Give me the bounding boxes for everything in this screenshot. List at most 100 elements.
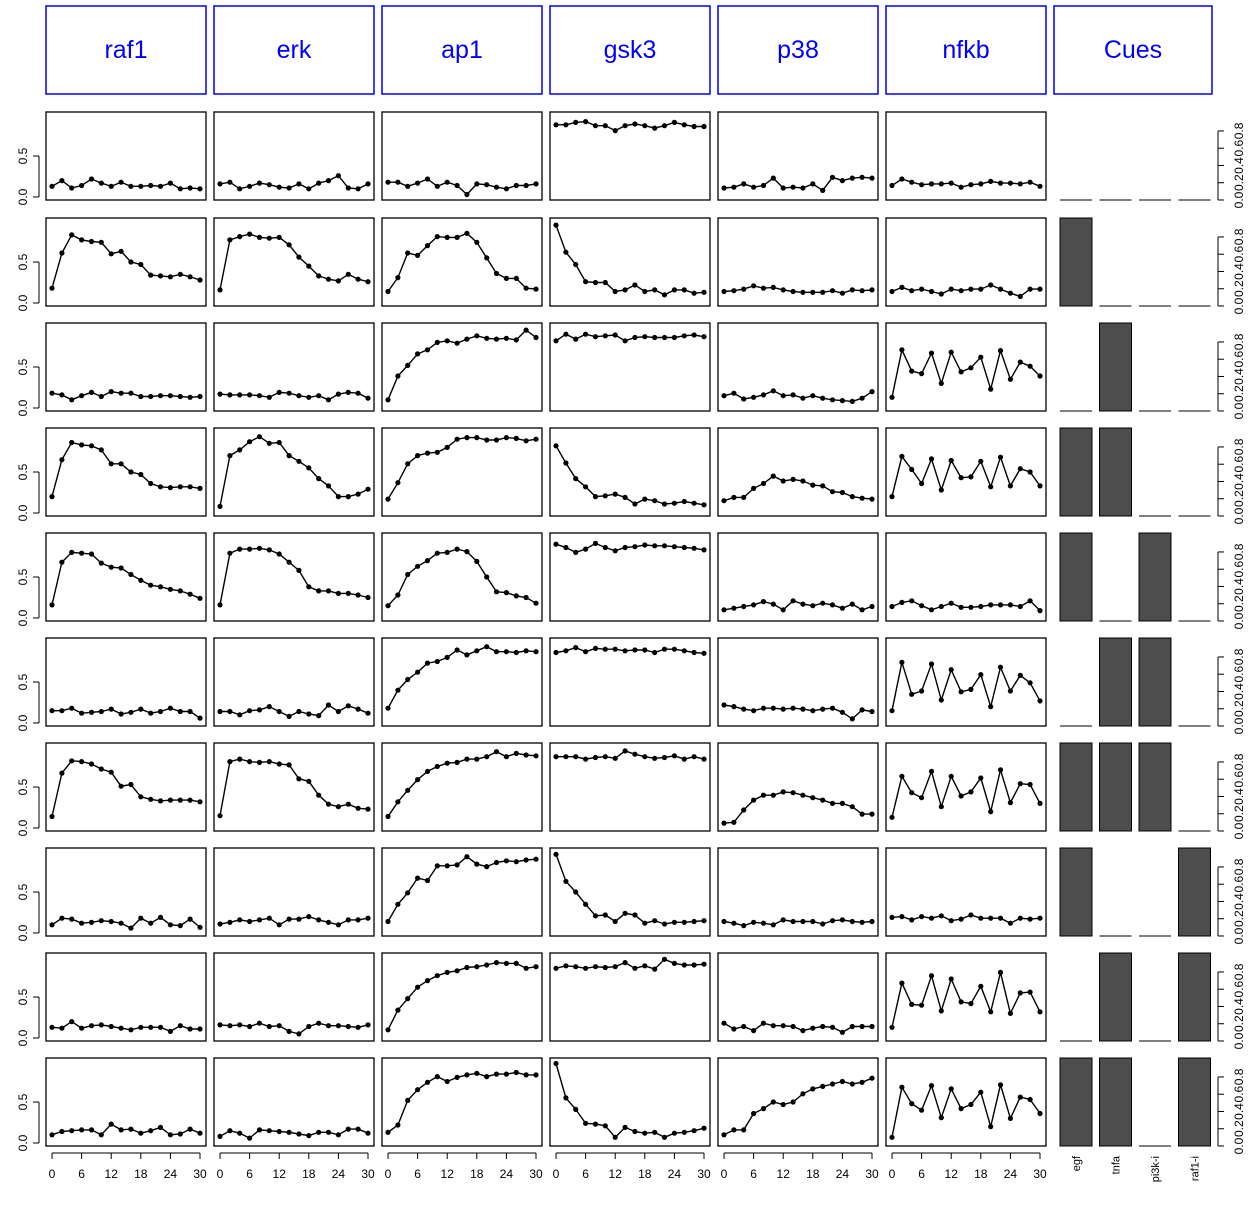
data-point	[405, 1097, 411, 1103]
data-point	[148, 182, 154, 189]
data-point	[899, 1084, 905, 1090]
data-point	[919, 182, 925, 188]
data-point	[256, 234, 263, 240]
data-point	[533, 436, 539, 442]
panel-r1-erk	[213, 111, 375, 201]
panel-r4-nfkb	[885, 427, 1047, 517]
data-point	[513, 182, 519, 189]
panel-frame	[885, 217, 1047, 307]
data-point	[335, 590, 341, 597]
panel-r2-erk	[213, 217, 375, 307]
data-point	[128, 781, 134, 788]
data-point	[602, 333, 608, 339]
data-point	[415, 563, 421, 569]
y-axis-left-r6: 0.0 0.5	[16, 673, 40, 731]
data-point	[434, 449, 440, 455]
data-point	[948, 1086, 954, 1092]
data-point	[138, 393, 144, 400]
data-point	[306, 584, 312, 590]
series-line-gsk3	[555, 958, 705, 970]
data-point	[751, 184, 757, 190]
data-point	[88, 389, 95, 395]
data-point	[256, 180, 263, 186]
data-point	[760, 792, 767, 798]
data-point	[829, 918, 836, 924]
data-point	[691, 290, 697, 296]
data-point	[583, 279, 589, 285]
y-tick-label: 0.2	[1232, 595, 1246, 612]
data-point	[424, 450, 431, 456]
data-point	[365, 395, 371, 401]
data-point	[652, 498, 658, 504]
panel-r3-erk	[213, 322, 375, 412]
data-point	[652, 1129, 658, 1135]
data-point	[780, 478, 786, 484]
data-point	[424, 243, 431, 249]
header-box-gsk3	[549, 5, 711, 95]
data-point	[493, 589, 500, 595]
data-point	[148, 1128, 154, 1134]
data-point	[187, 916, 193, 922]
y-tick-label: 0.4	[1232, 578, 1246, 595]
data-point	[405, 183, 411, 189]
data-point	[157, 798, 164, 804]
cue-row-r8	[1059, 847, 1211, 937]
data-point	[256, 1020, 263, 1026]
header-box-p38	[717, 5, 879, 95]
data-point	[731, 494, 737, 500]
data-point	[780, 393, 786, 399]
data-point	[612, 128, 618, 134]
data-point	[741, 706, 747, 712]
data-point	[247, 759, 253, 765]
series-line-erk	[219, 174, 369, 190]
data-point	[899, 659, 905, 665]
y-axis-left-r4: 0.0 0.5	[16, 463, 40, 521]
y-tick-label: 0.6	[1232, 456, 1246, 473]
data-point	[661, 123, 668, 129]
y-axis-right-r4: 0.00.20.40.60.8	[1217, 438, 1246, 524]
data-point	[177, 271, 183, 277]
data-point	[1017, 359, 1023, 365]
data-point	[523, 182, 529, 189]
data-point	[59, 915, 65, 921]
data-point	[345, 917, 351, 923]
data-point	[1037, 1110, 1043, 1117]
panel-frame	[549, 637, 711, 727]
data-point	[721, 607, 727, 613]
data-point	[167, 180, 173, 186]
data-point	[731, 819, 737, 825]
data-point	[839, 489, 846, 496]
data-point	[237, 1130, 243, 1136]
data-point	[909, 368, 915, 374]
data-point	[958, 916, 964, 922]
data-point	[681, 122, 687, 128]
data-point	[622, 544, 628, 551]
data-point	[533, 286, 539, 292]
data-point	[839, 398, 846, 404]
data-point	[829, 397, 836, 403]
series-line-nfkb	[891, 347, 1041, 398]
cue-bar-tnfa	[1099, 952, 1132, 1042]
data-point	[247, 918, 253, 925]
data-point	[256, 434, 263, 440]
data-point	[69, 232, 75, 238]
data-point	[128, 390, 134, 396]
data-point	[889, 1134, 895, 1140]
data-point	[583, 484, 589, 490]
data-point	[434, 234, 440, 240]
cue-row-r2	[1059, 217, 1211, 307]
cue-bar-pi3k-i	[1138, 742, 1172, 832]
data-point	[316, 273, 322, 279]
data-point	[187, 1126, 193, 1132]
panel-frame	[45, 1057, 207, 1147]
data-point	[938, 181, 944, 187]
data-point	[849, 398, 855, 404]
y-tick-label: 0.4	[1232, 1103, 1246, 1120]
data-point	[780, 706, 786, 712]
data-point	[909, 598, 915, 604]
data-point	[148, 920, 154, 926]
data-point	[622, 960, 628, 966]
data-point	[721, 820, 727, 826]
data-point	[721, 288, 727, 295]
data-point	[988, 1124, 994, 1130]
